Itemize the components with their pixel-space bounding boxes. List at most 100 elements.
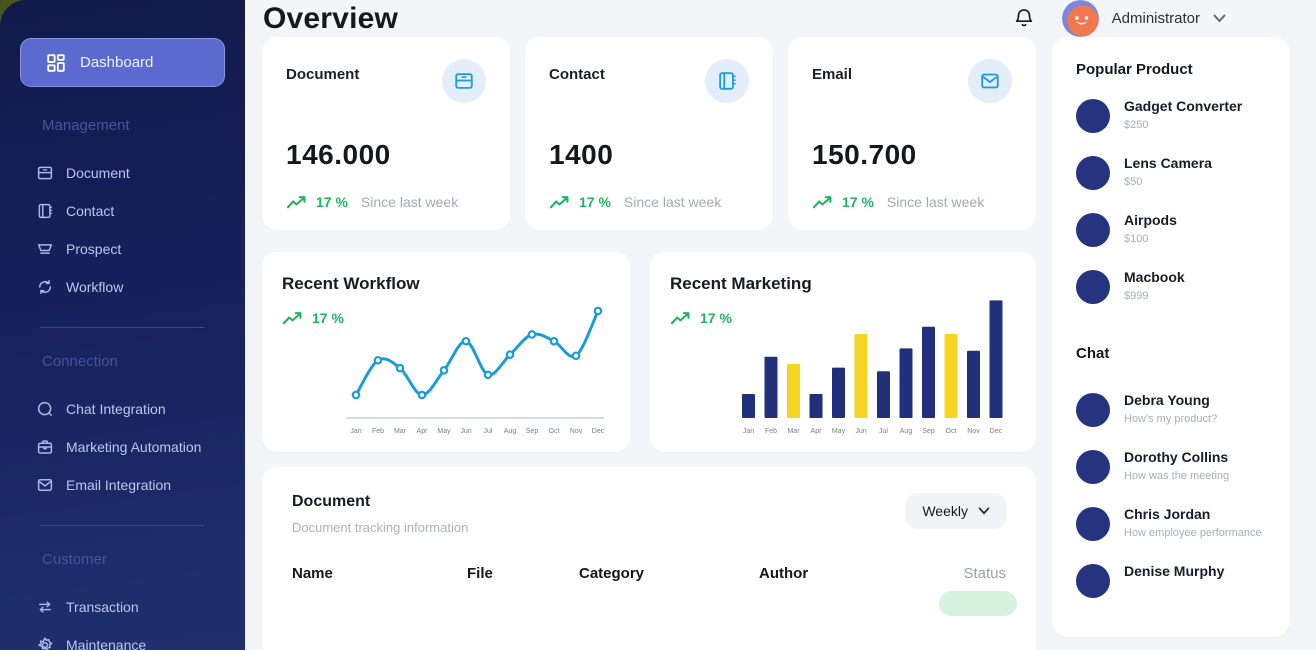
trend-up-icon xyxy=(812,194,833,210)
sidebar-item-email-integration[interactable]: Email Integration xyxy=(20,466,225,504)
chat-name: Debra Young xyxy=(1124,392,1210,408)
contact-book-icon xyxy=(36,202,54,220)
stat-card-contact: Contact 1400 17 % Since last week xyxy=(525,37,773,230)
trend-percent: 17 % xyxy=(700,310,732,326)
column-header-status[interactable]: Status xyxy=(963,565,1006,582)
chat-title: Chat xyxy=(1076,345,1110,362)
workflow-chart: Jan Feb Mar Apr May Jun Jul Aug Sep Oct Nov Dec xyxy=(346,306,605,435)
sidebar-item-chat-integration[interactable]: Chat Integration xyxy=(20,390,225,428)
svg-text:Oct: Oct xyxy=(946,428,957,435)
status-badge xyxy=(939,591,1017,616)
product-price: $50 xyxy=(1124,176,1143,188)
svg-text:Dec: Dec xyxy=(592,428,605,435)
sidebar-item-label: Maintenance xyxy=(66,637,147,650)
svg-text:Apr: Apr xyxy=(417,428,429,435)
trend-caption: Since last week xyxy=(623,194,722,210)
sidebar-item-dashboard[interactable]: Dashboard xyxy=(20,38,225,87)
chat-avatar xyxy=(1076,450,1110,484)
column-header-name[interactable]: Name xyxy=(292,565,333,582)
svg-text:Nov: Nov xyxy=(570,428,583,435)
sidebar-item-label: Marketing Automation xyxy=(66,439,202,455)
envelope-icon xyxy=(968,59,1012,103)
sync-icon xyxy=(36,278,54,296)
chat-name: Chris Jordan xyxy=(1124,506,1211,522)
svg-text:Mar: Mar xyxy=(787,428,800,435)
dashboard-grid-icon xyxy=(45,52,67,74)
product-price: $250 xyxy=(1124,119,1149,131)
chat-name: Denise Murphy xyxy=(1124,563,1225,579)
sidebar-section-customer: Customer Transaction Maintenance xyxy=(20,551,225,650)
sidebar-divider xyxy=(40,327,204,328)
section-title: Management xyxy=(42,117,130,134)
briefcase-icon xyxy=(36,438,54,456)
product-item[interactable]: Gadget Converter $250 xyxy=(1076,96,1272,140)
chart-title: Recent Marketing xyxy=(670,274,812,293)
sidebar-item-label: Dashboard xyxy=(80,54,154,71)
product-avatar xyxy=(1076,99,1110,133)
svg-text:Jan: Jan xyxy=(743,428,754,435)
chat-item[interactable]: Denise Murphy xyxy=(1076,561,1272,605)
trend-caption: Since last week xyxy=(360,194,459,210)
section-title: Connection xyxy=(42,353,118,370)
sidebar-section-connection: Connection Chat Integration Marketing Au… xyxy=(20,353,225,504)
svg-text:Nov: Nov xyxy=(967,428,980,435)
sidebar-item-marketing-automation[interactable]: Marketing Automation xyxy=(20,428,225,466)
trend-percent: 17 % xyxy=(312,310,344,326)
chart-title: Recent Workflow xyxy=(282,274,420,293)
stat-card-email: Email 150.700 17 % Since last week xyxy=(788,37,1036,230)
user-avatar[interactable] xyxy=(1061,0,1099,37)
stat-value: 1400 xyxy=(549,139,614,170)
product-item[interactable]: Macbook $999 xyxy=(1076,267,1272,311)
trend-up-icon xyxy=(670,310,691,326)
stats-row: Document 146.000 17 % Since last week xyxy=(262,37,1036,230)
svg-text:Feb: Feb xyxy=(372,428,384,435)
chat-item[interactable]: Debra Young How's my product? xyxy=(1076,390,1272,434)
chat-item[interactable]: Chris Jordan How employee performance xyxy=(1076,504,1272,548)
product-item[interactable]: Airpods $100 xyxy=(1076,210,1272,254)
sidebar-item-label: Email Integration xyxy=(66,477,172,493)
svg-text:Jul: Jul xyxy=(484,428,493,435)
notification-bell-icon[interactable] xyxy=(1012,7,1036,31)
recent-marketing-card: Recent Marketing 17 % Jan Feb Mar Apr May Jun… xyxy=(650,252,1036,452)
svg-text:Aug: Aug xyxy=(504,428,517,435)
chevron-down-icon xyxy=(978,507,990,515)
sidebar-section-management: Management Document Contact Prospect Wor… xyxy=(20,117,225,306)
sidebar-item-label: Contact xyxy=(66,203,115,219)
sidebar-item-prospect[interactable]: Prospect xyxy=(20,230,225,268)
sidebar-item-contact[interactable]: Contact xyxy=(20,192,225,230)
weekly-filter-dropdown[interactable]: Weekly xyxy=(906,493,1006,529)
sidebar-item-maintenance[interactable]: Maintenance xyxy=(20,626,225,650)
envelope-icon xyxy=(36,476,54,494)
sidebar-item-document[interactable]: Document xyxy=(20,154,225,192)
sidebar-item-workflow[interactable]: Workflow xyxy=(20,268,225,306)
sidebar-item-transaction[interactable]: Transaction xyxy=(20,588,225,626)
svg-text:Jan: Jan xyxy=(350,428,361,435)
product-avatar xyxy=(1076,270,1110,304)
sidebar-item-label: Chat Integration xyxy=(66,401,166,417)
svg-text:Apr: Apr xyxy=(811,428,823,435)
product-item[interactable]: Lens Camera $50 xyxy=(1076,153,1272,197)
chat-bubble-icon xyxy=(36,400,54,418)
column-header-file[interactable]: File xyxy=(467,565,493,582)
sidebar-item-label: Prospect xyxy=(66,241,122,257)
chevron-down-icon[interactable] xyxy=(1213,14,1226,23)
product-price: $999 xyxy=(1124,290,1149,302)
stat-title: Document xyxy=(286,66,360,83)
recent-workflow-card: Recent Workflow 17 % Jan Feb Mar Apr May Jun J… xyxy=(262,252,630,452)
chat-message: How's my product? xyxy=(1124,413,1218,425)
sidebar: Dashboard Management Document Contact Pr… xyxy=(0,0,245,650)
chat-avatar xyxy=(1076,393,1110,427)
column-header-author[interactable]: Author xyxy=(759,565,809,582)
trend-percent: 17 % xyxy=(842,194,874,210)
user-name[interactable]: Administrator xyxy=(1111,10,1200,27)
chat-item[interactable]: Dorothy Collins How was the meeting xyxy=(1076,447,1272,491)
svg-text:Feb: Feb xyxy=(765,428,777,435)
column-header-category[interactable]: Category xyxy=(579,565,645,582)
svg-text:Oct: Oct xyxy=(549,428,560,435)
table-header-row: Name File Category Author Status xyxy=(292,565,1006,582)
topbar: Overview Administrator xyxy=(245,0,1316,37)
page-title: Overview xyxy=(263,1,399,35)
product-name: Gadget Converter xyxy=(1124,98,1243,114)
table-row[interactable] xyxy=(292,591,1017,616)
